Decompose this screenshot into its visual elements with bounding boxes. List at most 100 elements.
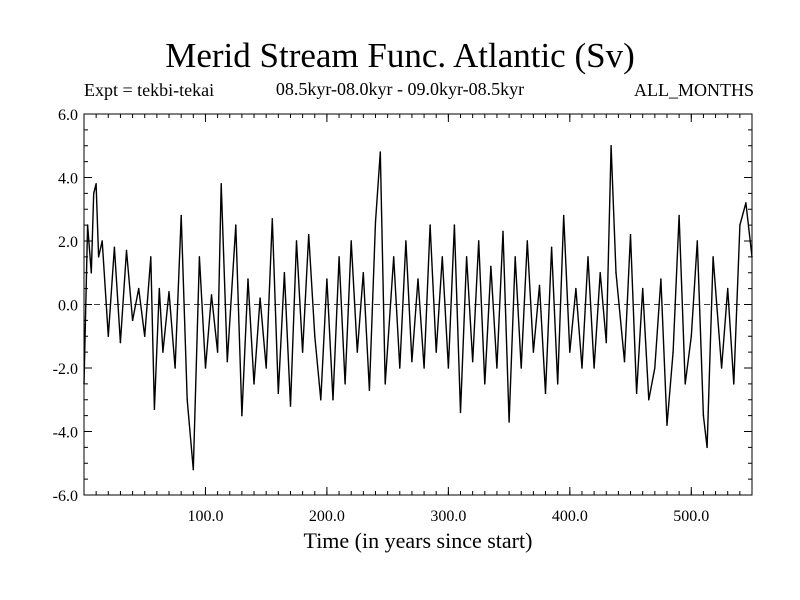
x-tick-label: 500.0 (673, 508, 709, 525)
data-point (441, 256, 443, 258)
x-axis-label: Time (in years since start) (303, 528, 533, 553)
data-point (605, 341, 607, 344)
data-point (635, 392, 638, 395)
data-point (180, 214, 182, 217)
data-point (338, 256, 340, 258)
data-point (563, 214, 565, 217)
data-point (745, 202, 747, 204)
data-point (90, 272, 92, 274)
data-points (83, 145, 753, 471)
data-point (526, 240, 529, 242)
data-point (733, 383, 735, 385)
data-point (186, 399, 188, 401)
data-point (295, 240, 298, 242)
data-point (379, 151, 382, 153)
data-point (453, 224, 456, 226)
data-point (478, 240, 480, 242)
data-point (751, 256, 753, 258)
data-point (226, 360, 229, 363)
experiment-label: Expt = tekbi-tekai (84, 80, 215, 100)
data-point (356, 351, 358, 353)
data-point (520, 367, 522, 369)
data-point (610, 145, 612, 147)
data-point (192, 468, 195, 471)
months-label: ALL_MONTHS (634, 80, 754, 100)
y-tick-label: -2.0 (53, 361, 78, 378)
data-point (174, 367, 176, 369)
data-point (137, 287, 140, 290)
data-point (220, 183, 222, 185)
x-tick-label: 200.0 (309, 508, 345, 525)
y-tick-label: 4.0 (58, 171, 78, 188)
data-point (150, 256, 152, 258)
data-point (696, 240, 699, 242)
data-point (593, 367, 595, 369)
data-point (629, 233, 632, 236)
data-point (131, 319, 134, 322)
data-point (210, 294, 213, 296)
data-point (532, 351, 535, 353)
data-point (259, 297, 261, 299)
data-point (320, 399, 322, 401)
data-point (502, 230, 504, 233)
data-point (599, 272, 601, 274)
data-point (83, 383, 85, 385)
data-point (405, 240, 407, 242)
data-point (253, 383, 255, 385)
data-point (712, 256, 714, 258)
data-point (289, 405, 292, 407)
data-point (93, 192, 95, 195)
data-point (623, 360, 626, 363)
data-point (538, 284, 541, 287)
y-tick-label: 6.0 (58, 107, 78, 124)
data-point (556, 383, 559, 385)
data-point (332, 399, 334, 401)
data-point (641, 287, 644, 290)
data-point (720, 367, 723, 369)
x-tick-label: 400.0 (552, 508, 588, 525)
data-point (307, 233, 310, 236)
data-point (411, 360, 413, 363)
y-tick-label: 2.0 (58, 234, 78, 251)
data-point (374, 221, 377, 223)
data-point (393, 256, 395, 258)
data-point (101, 240, 103, 242)
y-axis: 6.0 4.0 2.0 0.0 -2.0 -4.0 -6.0 (53, 107, 752, 505)
data-point (484, 383, 486, 385)
period-label: 08.5kyr-08.0kyr - 09.0kyr-08.5kyr (275, 79, 525, 99)
data-point (362, 272, 365, 274)
data-point (575, 287, 577, 290)
y-tick-label: -4.0 (53, 425, 78, 442)
data-point (490, 265, 492, 268)
data-point (198, 256, 201, 258)
data-point (283, 272, 286, 274)
data-point (581, 367, 583, 369)
data-point (125, 249, 128, 252)
data-point (423, 367, 425, 369)
data-point (168, 291, 170, 293)
data-point (471, 360, 474, 363)
data-point (569, 351, 571, 353)
data-point (459, 411, 462, 414)
data-point (235, 224, 237, 226)
data-point (417, 278, 419, 280)
data-point (241, 414, 243, 417)
data-point (265, 367, 267, 369)
data-point (204, 367, 207, 369)
x-axis: 100.0 200.0 300.0 400.0 500.0 (95, 114, 741, 525)
data-point (429, 224, 431, 226)
data-point (727, 287, 729, 290)
data-point (162, 351, 164, 353)
data-point (247, 278, 249, 280)
chart-title: Merid Stream Func. Atlantic (Sv) (165, 36, 635, 75)
data-point (678, 214, 680, 217)
data-point (144, 335, 146, 337)
data-point (690, 335, 692, 337)
data-point (660, 278, 662, 280)
data-point (447, 367, 450, 369)
data-point (271, 218, 273, 220)
data-point (544, 392, 547, 395)
data-point (97, 256, 100, 258)
data-point (344, 383, 346, 385)
